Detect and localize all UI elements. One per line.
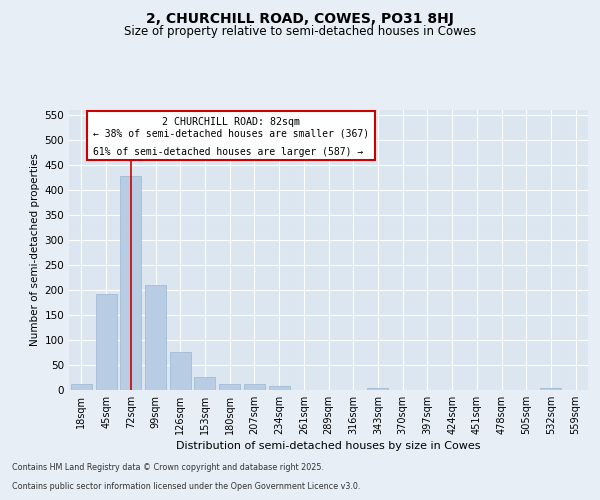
Text: Contains public sector information licensed under the Open Government Licence v3: Contains public sector information licen… — [12, 482, 361, 491]
Bar — [194, 376, 215, 390]
Bar — [170, 352, 191, 390]
Bar — [244, 384, 265, 390]
X-axis label: Distribution of semi-detached houses by size in Cowes: Distribution of semi-detached houses by … — [176, 441, 481, 451]
FancyBboxPatch shape — [87, 112, 375, 160]
Bar — [120, 176, 141, 390]
Text: 2 CHURCHILL ROAD: 82sqm: 2 CHURCHILL ROAD: 82sqm — [162, 117, 300, 127]
Text: Size of property relative to semi-detached houses in Cowes: Size of property relative to semi-detach… — [124, 25, 476, 38]
Bar — [145, 285, 166, 390]
Text: 61% of semi-detached houses are larger (587) →: 61% of semi-detached houses are larger (… — [94, 146, 364, 156]
Text: 2, CHURCHILL ROAD, COWES, PO31 8HJ: 2, CHURCHILL ROAD, COWES, PO31 8HJ — [146, 12, 454, 26]
Bar — [367, 388, 388, 390]
Bar — [269, 386, 290, 390]
Y-axis label: Number of semi-detached properties: Number of semi-detached properties — [30, 154, 40, 346]
Bar — [219, 384, 240, 390]
Bar — [541, 388, 562, 390]
Bar — [71, 384, 92, 390]
Text: ← 38% of semi-detached houses are smaller (367): ← 38% of semi-detached houses are smalle… — [94, 128, 370, 138]
Text: Contains HM Land Registry data © Crown copyright and database right 2025.: Contains HM Land Registry data © Crown c… — [12, 464, 324, 472]
Bar — [95, 294, 116, 390]
